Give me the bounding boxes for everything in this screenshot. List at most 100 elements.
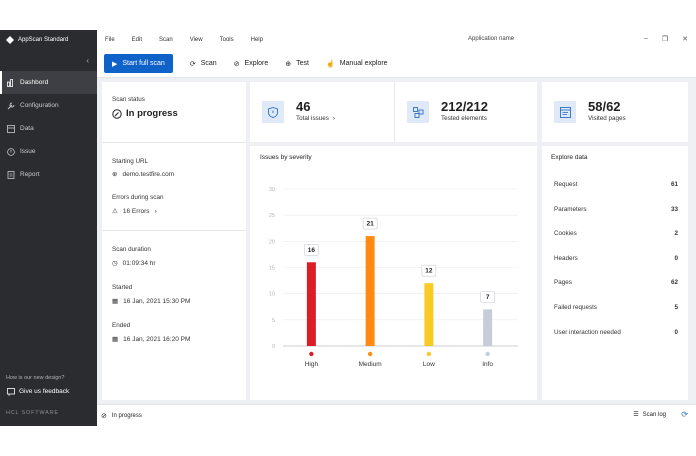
sidebar-item-label: Data — [20, 125, 34, 132]
menu-tools[interactable]: Tools — [219, 37, 234, 43]
sidebar-item-label: Configuration — [20, 102, 59, 109]
explore-row-value: 33 — [670, 205, 678, 213]
appscan-logo-icon — [6, 36, 14, 44]
scan-button[interactable]: ⟳ Scan — [190, 60, 217, 68]
scan-duration: ◷ 01:09:34 hr — [112, 259, 156, 268]
chevron-right-icon: › — [332, 115, 336, 122]
data-label-box — [362, 217, 378, 230]
bar-info — [483, 309, 493, 346]
y-tick-label: 15 — [269, 266, 275, 272]
data-label: 21 — [367, 221, 375, 228]
progress-icon — [112, 108, 122, 119]
test-button[interactable]: ⊕ Test — [285, 60, 309, 68]
divider — [102, 142, 246, 143]
total-issues-value: 46 — [296, 99, 311, 114]
wrench-icon — [6, 101, 15, 110]
restore-icon[interactable]: ❐ — [661, 36, 669, 43]
sidebar-item-label: Dashbord — [20, 79, 49, 86]
explore-row-label: Headers — [554, 254, 578, 262]
legend-dot — [426, 351, 432, 357]
explore-row-label: Cookies — [554, 230, 577, 238]
sidebar-nav: Dashbord Configuration Data Issue Report — [0, 71, 97, 186]
menu-view[interactable]: View — [189, 37, 203, 43]
compass-icon: ⊘ — [233, 60, 240, 68]
explore-row: Failed requests 5 — [554, 304, 678, 311]
legend-dot — [367, 351, 373, 357]
data-label-box — [304, 243, 319, 256]
errors-link[interactable]: ⚠ 16 Errors › — [112, 207, 157, 216]
starting-url-value: demo.testfire.com — [122, 170, 175, 178]
total-issues-link[interactable]: Total issues › — [296, 115, 335, 122]
progress-icon: ⊘ — [101, 412, 107, 420]
divider — [102, 230, 246, 231]
legend-dot — [309, 351, 314, 357]
visited-pages-card: 58/62 Visited pages — [542, 82, 688, 142]
scan-status: In progress — [112, 108, 178, 119]
data-label-box — [421, 264, 437, 277]
started-label: Started — [112, 284, 133, 291]
explore-row-label: User interaction needed — [554, 328, 621, 336]
design-question: How is our new design? — [6, 375, 65, 381]
y-tick-label: 10 — [269, 292, 275, 298]
status-bar-text: In progress — [111, 412, 142, 419]
menu-edit[interactable]: Edit — [131, 37, 143, 43]
started: ▦ 16 Jan, 2021 15:30 PM — [112, 297, 190, 306]
menu-help[interactable]: Help — [250, 37, 263, 43]
scan-log-button[interactable]: ☰ Scan log — [633, 411, 666, 419]
sidebar-item-data[interactable]: Data — [0, 117, 97, 140]
explore-row-value: 0 — [674, 254, 678, 262]
stats-card: 46 Total issues › 212/212 Tested elements — [250, 82, 537, 142]
tested-elements-value: 212/212 — [441, 99, 488, 114]
bar-medium — [365, 236, 375, 346]
scan-info-card: Scan status In progress Starting URL ⊕ de… — [102, 82, 246, 400]
scan-duration-value: 01:09:34 hr — [122, 259, 156, 267]
tested-elements-label: Tested elements — [441, 115, 487, 122]
explore-row-label: Pages — [554, 279, 572, 287]
test-label: Test — [296, 60, 309, 67]
sidebar-item-label: Report — [20, 171, 40, 178]
scan-label: Scan — [200, 60, 217, 67]
menu-scan[interactable]: Scan — [159, 37, 173, 43]
manual-explore-button[interactable]: ☝ Manual explore — [326, 60, 388, 68]
explore-row: Headers 0 — [554, 255, 678, 262]
y-tick-label: 0 — [272, 344, 275, 350]
explore-row-value: 2 — [674, 230, 678, 238]
data-icon — [6, 124, 15, 133]
explore-label: Explore — [244, 60, 269, 67]
issue-icon — [6, 147, 15, 156]
sidebar-item-dashboard[interactable]: Dashbord — [0, 71, 97, 94]
scan-status-value: In progress — [126, 108, 178, 119]
shield-icon — [262, 101, 284, 123]
sidebar-item-issue[interactable]: Issue — [0, 140, 97, 163]
refresh-icon[interactable]: ⟳ — [681, 410, 688, 419]
title-bar: File Edit Scan View Tools Help Applicati… — [97, 30, 696, 50]
pages-icon — [554, 101, 576, 123]
close-icon[interactable]: ✕ — [682, 36, 688, 43]
ended: ▦ 16 Jan, 2021 16:20 PM — [112, 335, 190, 344]
starting-url-label: Starting URL — [112, 158, 149, 165]
collapse-sidebar-icon[interactable]: ‹ — [86, 56, 89, 65]
status-bar: ⊘ In progress ☰ Scan log ⟳ — [97, 404, 696, 426]
explore-row: Parameters 33 — [554, 206, 678, 213]
hand-icon: ☝ — [325, 60, 335, 68]
sidebar-item-report[interactable]: Report — [0, 163, 97, 186]
explore-row-label: Request — [554, 181, 578, 188]
toolbar: ▶ Start full scan ⟳ Scan ⊘ Explore ⊕ Test ☝… — [97, 50, 696, 78]
explore-button[interactable]: ⊘ Explore — [234, 60, 269, 68]
ended-label: Ended — [112, 322, 131, 329]
menu-file[interactable]: File — [105, 37, 115, 43]
feedback-link[interactable]: Give us feedback — [6, 387, 69, 396]
elements-icon — [407, 101, 429, 123]
bar-high — [306, 262, 316, 346]
play-icon: ▶ — [112, 60, 118, 68]
chart-title: Issues by severity — [260, 154, 312, 161]
scan-icon: ⟳ — [189, 60, 196, 68]
list-icon: ☰ — [633, 412, 639, 418]
sidebar-item-configuration[interactable]: Configuration — [0, 94, 97, 117]
explore-row: Pages 62 — [554, 279, 678, 286]
start-full-scan-button[interactable]: ▶ Start full scan — [104, 54, 173, 73]
data-label: 7 — [486, 294, 490, 301]
minimize-icon[interactable]: – — [643, 35, 648, 42]
application-name: Application name — [468, 36, 515, 42]
explore-data-card: Explore data Request 61 Parameters 33 Cookie… — [542, 146, 688, 400]
